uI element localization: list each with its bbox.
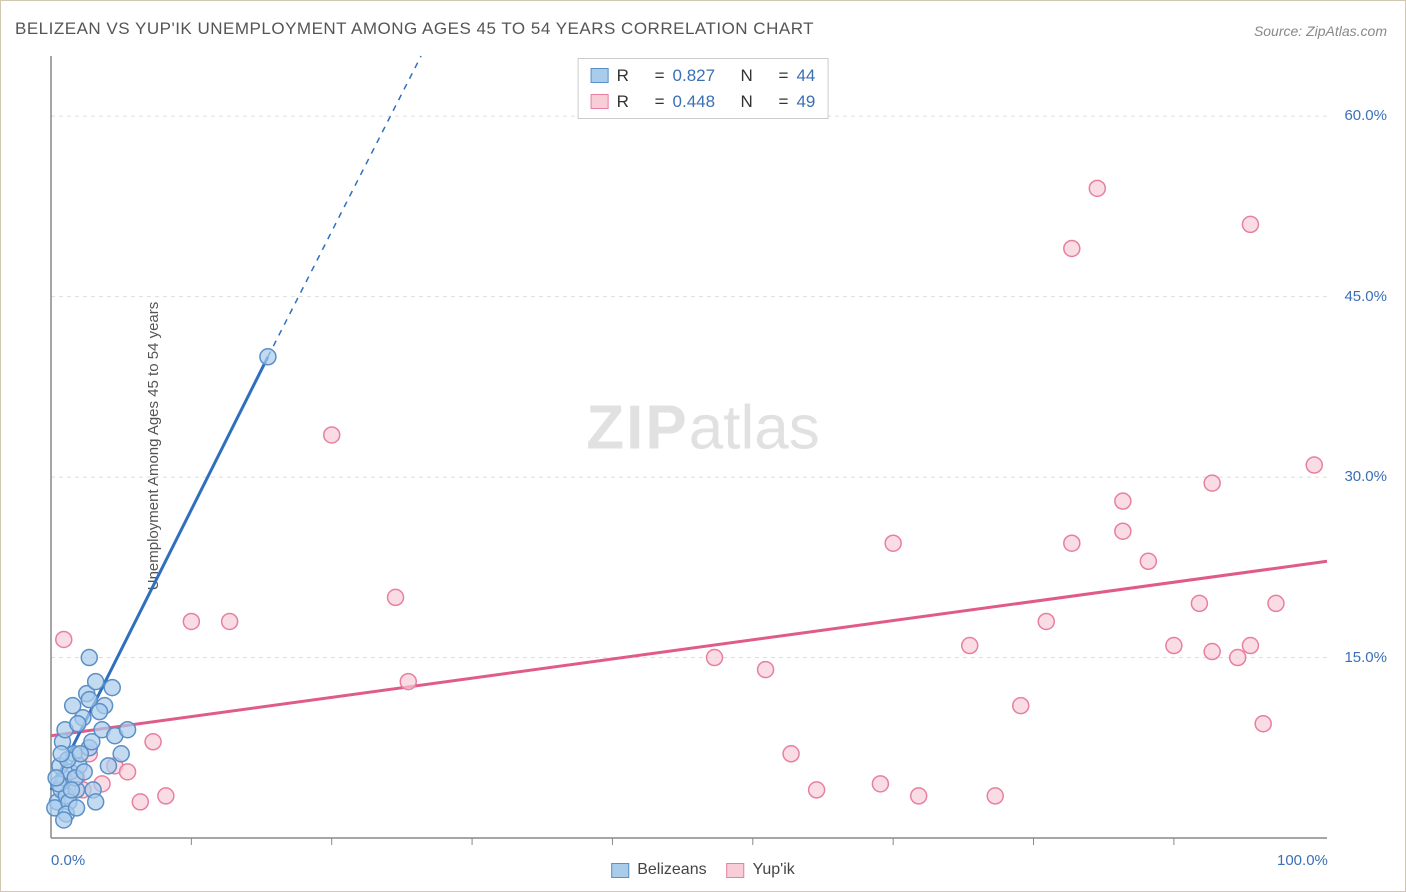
scatter-chart-svg: [51, 56, 1325, 836]
stats-r-yupik: 0.448: [673, 89, 733, 115]
y-tick-label: 45.0%: [1344, 288, 1387, 305]
stats-eq: =: [655, 63, 665, 89]
chart-container: BELIZEAN VS YUP'IK UNEMPLOYMENT AMONG AG…: [0, 0, 1406, 892]
legend-label-yupik: Yup'ik: [753, 861, 795, 879]
chart-title: BELIZEAN VS YUP'IK UNEMPLOYMENT AMONG AG…: [15, 19, 814, 39]
y-tick-label: 15.0%: [1344, 649, 1387, 666]
legend-item-yupik: Yup'ik: [727, 861, 795, 879]
source-attribution: Source: ZipAtlas.com: [1254, 23, 1387, 39]
stats-r-label: R: [617, 63, 647, 89]
stats-n-belizeans: 44: [796, 63, 815, 89]
y-tick-label: 30.0%: [1344, 468, 1387, 485]
correlation-stats-box: R = 0.827 N = 44 R = 0.448 N = 49: [578, 58, 829, 119]
stats-swatch-yupik: [591, 94, 609, 109]
x-tick-label: 100.0%: [1277, 852, 1328, 869]
stats-swatch-belizeans: [591, 68, 609, 83]
stats-row-belizeans: R = 0.827 N = 44: [591, 63, 816, 89]
plot-area: [51, 56, 1325, 836]
y-tick-label: 60.0%: [1344, 107, 1387, 124]
legend-swatch-belizeans: [611, 863, 629, 878]
stats-eq: =: [779, 63, 789, 89]
series-legend: Belizeans Yup'ik: [611, 861, 795, 879]
legend-swatch-yupik: [727, 863, 745, 878]
stats-n-yupik: 49: [796, 89, 815, 115]
stats-r-belizeans: 0.827: [673, 63, 733, 89]
legend-label-belizeans: Belizeans: [637, 861, 706, 879]
stats-eq: =: [779, 89, 789, 115]
stats-row-yupik: R = 0.448 N = 49: [591, 89, 816, 115]
legend-item-belizeans: Belizeans: [611, 861, 706, 879]
stats-eq: =: [655, 89, 665, 115]
stats-r-label: R: [617, 89, 647, 115]
x-tick-label: 0.0%: [51, 852, 85, 869]
stats-n-label: N: [741, 89, 771, 115]
stats-n-label: N: [741, 63, 771, 89]
